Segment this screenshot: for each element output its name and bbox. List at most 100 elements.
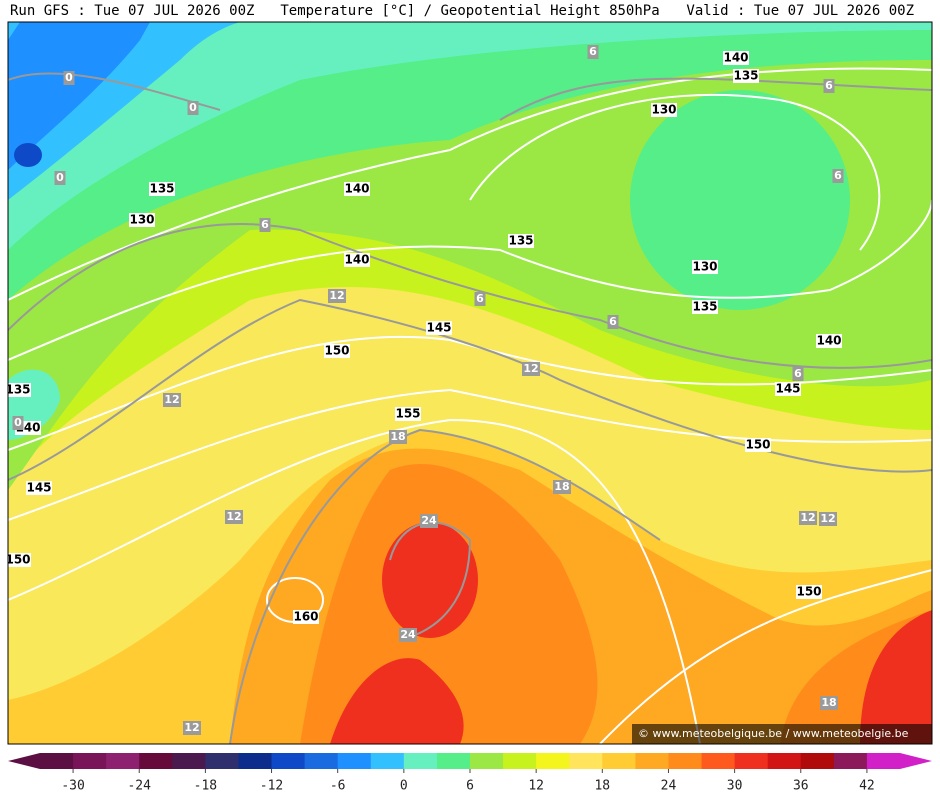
height-label-bg [692, 260, 718, 274]
height-label: 155 [395, 407, 420, 421]
temperature-label: 24 [421, 514, 437, 527]
temperature-label-bg [12, 416, 24, 430]
height-label: 145 [26, 481, 51, 495]
height-label: 150 [5, 553, 30, 567]
colorbar-tick-label: -30 [61, 779, 84, 794]
colorbar-segment [767, 753, 802, 769]
height-label-bg [8, 553, 31, 567]
temperature-label: 0 [14, 416, 22, 429]
temperature-label-bg [607, 315, 619, 329]
temperature-label-bg [259, 218, 271, 232]
colorbar-segment [503, 753, 537, 769]
height-label-bg [816, 334, 842, 348]
temperature-label-bg [819, 512, 837, 526]
colorbar-tick-label: 0 [400, 779, 408, 794]
colorbar-segment [436, 753, 471, 769]
height-label: 140 [723, 51, 748, 65]
temperature-label: 12 [800, 511, 815, 524]
height-label: 140 [344, 182, 369, 196]
temperature-label-bg [792, 367, 804, 381]
height-label-bg [395, 407, 421, 421]
height-label-bg [508, 234, 534, 248]
colorbar-segment [833, 753, 868, 769]
colorbar-tick-label: -6 [330, 779, 346, 794]
temperature-label: 18 [390, 430, 405, 443]
temperature-label-bg [420, 514, 438, 528]
temperature-label-bg [820, 696, 838, 710]
run-label: Run GFS : Tue 07 JUL 2026 00Z [10, 3, 254, 19]
temperature-label: 6 [794, 367, 802, 380]
height-label: 145 [426, 321, 451, 335]
temperature-label: 12 [329, 289, 344, 302]
height-label-bg [344, 182, 370, 196]
height-label: 130 [651, 103, 676, 117]
temperature-label: 12 [523, 362, 538, 375]
valid-label: Valid : Tue 07 JUL 2026 00Z [686, 3, 914, 19]
colorbar-tick-label: 18 [594, 779, 610, 794]
temperature-label: 0 [65, 71, 73, 84]
height-label-bg [26, 481, 52, 495]
height-label: 150 [745, 438, 770, 452]
colorbar-tick-label: 36 [793, 779, 809, 794]
temperature-label: 12 [226, 510, 241, 523]
height-label: 135 [5, 383, 30, 397]
height-label-bg [651, 103, 677, 117]
colorbar-segment [668, 753, 703, 769]
colorbar-segment [370, 753, 405, 769]
colorbar-segment [635, 753, 669, 769]
temperature-label: 18 [554, 480, 569, 493]
height-label-bg [129, 213, 155, 227]
colorbar-tick-label: 6 [466, 779, 474, 794]
temperature-label: 12 [164, 393, 179, 406]
temperature-label: 6 [476, 292, 484, 305]
height-label: 130 [129, 213, 154, 227]
colorbar-segment [866, 753, 901, 769]
height-label-bg [344, 253, 370, 267]
temperature-label-bg [832, 169, 844, 183]
temperature-label-bg [522, 362, 540, 376]
height-label-bg [293, 610, 319, 624]
colorbar-tick-label: -18 [194, 779, 217, 794]
colorbar-segment [238, 753, 273, 769]
temperature-label: 24 [400, 628, 416, 641]
temperature-label: 6 [825, 79, 833, 92]
colorbar-segment [205, 753, 239, 769]
temperature-label-bg [163, 393, 181, 407]
colorbar-segment [569, 753, 603, 769]
colorbar-segment [40, 753, 74, 769]
height-label-bg [775, 382, 801, 396]
height-label-bg [426, 321, 452, 335]
temperature-label-bg [799, 511, 817, 525]
temperature-label-bg [63, 71, 75, 85]
temperature-label-bg [553, 480, 571, 494]
height-label: 135 [692, 300, 717, 314]
colorbar-segment [701, 753, 736, 769]
temperature-label-bg [183, 721, 201, 735]
temperature-label-bg [474, 292, 486, 306]
temperature-label: 0 [189, 101, 197, 114]
height-label: 145 [775, 382, 800, 396]
colorbar-segment [172, 753, 206, 769]
temperature-label-bg [187, 101, 199, 115]
colorbar-tick-label: -12 [260, 779, 283, 794]
colorbar-segment [734, 753, 769, 769]
colorbar-segment [800, 753, 835, 769]
temperature-label-bg [328, 289, 346, 303]
colorbar-segment [470, 753, 504, 769]
colorbar-segment [304, 753, 339, 769]
colorbar-tick-label: 30 [727, 779, 743, 794]
colorbar-tick-label: 42 [859, 779, 875, 794]
map-area: 140 135 130 135 140 130 135 130 140 145 135 150 140 1… [5, 22, 932, 744]
colorbar-segment [73, 753, 107, 769]
map-title: Temperature [°C] / Geopotential Height 8… [280, 3, 659, 19]
height-label-bg [733, 69, 759, 83]
height-label: 150 [324, 344, 349, 358]
colorbar-segment [403, 753, 438, 769]
height-label: 150 [796, 585, 821, 599]
temperature-label: 6 [261, 218, 269, 231]
height-label-bg [692, 300, 718, 314]
colorbar-segment [536, 753, 570, 769]
colorbar-end-high [900, 753, 932, 769]
height-label-bg [324, 344, 350, 358]
